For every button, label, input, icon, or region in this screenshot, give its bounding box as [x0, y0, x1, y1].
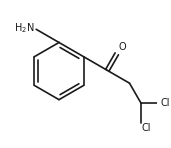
Text: Cl: Cl [142, 123, 152, 133]
Text: H$_2$N: H$_2$N [14, 22, 34, 36]
Text: Cl: Cl [161, 98, 170, 108]
Text: O: O [118, 42, 126, 52]
